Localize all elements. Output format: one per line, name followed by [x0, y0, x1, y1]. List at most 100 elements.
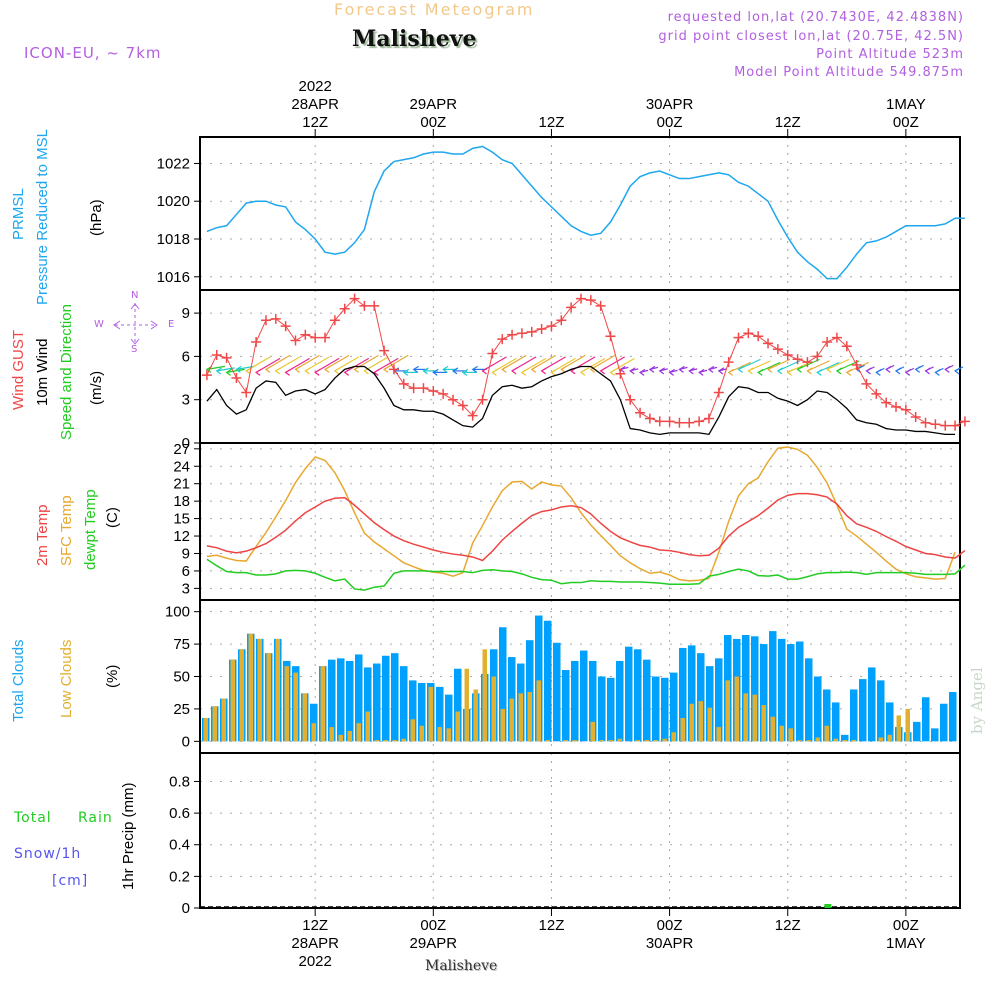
top-time-label: 00Z: [420, 114, 446, 131]
total-cloud-bar: [643, 659, 651, 742]
clouds-ytick-label: 25: [173, 701, 190, 718]
top-time-label: 12Z: [539, 114, 565, 131]
precip-ytick-label: 0.6: [169, 805, 190, 822]
gust-marker: [201, 370, 212, 381]
total-cloud-bar: [454, 668, 462, 742]
wind-arrow-head: [717, 367, 725, 375]
low-cloud-bar: [257, 638, 262, 742]
gust-marker: [388, 364, 399, 375]
total-cloud-bar: [373, 663, 381, 742]
wind-arrow-head: [776, 367, 784, 375]
total-cloud-bar: [346, 660, 354, 742]
wind-arrow-head: [314, 368, 321, 376]
low-cloud-bar: [617, 738, 622, 742]
model-point-altitude: Model Point Altitude 549.875m: [734, 65, 964, 80]
gust-marker: [635, 407, 646, 418]
clouds-ytick-label: 0: [182, 733, 190, 750]
low-cloud-bar: [311, 723, 316, 742]
low-cloud-bar: [752, 694, 757, 742]
gust-marker: [674, 417, 685, 428]
gust-marker: [566, 302, 577, 313]
gust-marker: [950, 420, 961, 431]
wind-arrow-head: [609, 368, 616, 376]
gust-marker: [487, 348, 498, 359]
low-cloud-bar: [230, 659, 235, 742]
gust-marker: [625, 394, 636, 405]
wind-arrow-head: [954, 367, 961, 375]
clouds-ytick-label: 100: [165, 604, 190, 621]
total-cloud-bar: [562, 670, 570, 742]
low-cloud-bar: [734, 676, 739, 742]
gust-marker: [654, 416, 665, 427]
low-cloud-bar: [401, 738, 406, 742]
wind-arrow-head: [481, 367, 488, 375]
low-cloud-bar: [491, 676, 496, 742]
precip-ytick-label: 0.8: [169, 773, 190, 790]
low-cloud-bar: [671, 732, 676, 742]
low-cloud-bar: [428, 686, 433, 742]
low-cloud-bar: [329, 727, 334, 742]
wind-10m-line: [206, 365, 956, 436]
low-cloud-bar: [419, 725, 424, 742]
low-cloud-bar: [365, 711, 370, 742]
gust-marker: [841, 341, 852, 352]
low-cloud-bar: [725, 680, 730, 742]
low-cloud-bar: [563, 740, 568, 742]
compass-w: W: [94, 319, 104, 330]
total-cloud-bar: [328, 659, 336, 742]
low-cloud-bar: [788, 728, 793, 742]
wind-arrow-head: [520, 368, 528, 376]
gust-marker: [418, 383, 429, 394]
total-cloud-bar: [931, 728, 939, 742]
temp-ytick-label: 15: [173, 511, 190, 528]
gust-marker: [575, 293, 586, 304]
total-cloud-bar: [598, 676, 606, 742]
gust-marker: [723, 357, 734, 368]
gust-marker: [320, 332, 331, 343]
top-time-label: 00Z: [657, 114, 683, 131]
bottom-time-label: 12Z: [539, 917, 565, 934]
precip-frame: [199, 752, 961, 909]
gust-marker: [408, 383, 419, 394]
total-cloud-bar: [868, 667, 876, 742]
low-cloud-bar: [212, 706, 217, 742]
wind-arrow-head: [333, 367, 341, 375]
bottom-time-label: 28APR: [291, 935, 339, 952]
low-cloud-bar: [473, 689, 478, 742]
wind-arrow-head: [826, 365, 833, 373]
total-cloud-bar: [616, 660, 624, 742]
wind-ytick-label: 3: [182, 392, 190, 409]
low-cloud-bar: [842, 740, 847, 742]
gust-marker: [831, 332, 842, 343]
wind-arrow-head: [530, 365, 538, 373]
total-cloud-bar: [364, 667, 372, 742]
wind-arrow-head: [668, 368, 675, 376]
low-cloud-bar: [509, 698, 514, 742]
wind-arrow-head: [383, 365, 390, 373]
total-cloud-bar: [877, 680, 885, 742]
low-cloud-bar: [320, 666, 325, 742]
gust-marker: [703, 413, 714, 424]
wind-arrow-head: [599, 367, 606, 375]
total-cloud-bar: [400, 666, 408, 742]
location-title: Malisheve: [352, 26, 477, 52]
gust-marker: [822, 336, 833, 347]
low-cloud-bar: [878, 737, 883, 742]
gust-marker: [930, 419, 941, 430]
low-cloud-bar: [239, 649, 244, 742]
low-cloud-bar: [887, 734, 892, 742]
total-cloud-bar: [778, 638, 786, 742]
wind-arrow-head: [235, 365, 242, 373]
wind-arrow-head: [284, 368, 291, 376]
low-cloud-bar: [824, 725, 829, 742]
wind-arrow-head: [885, 365, 892, 373]
gust-marker: [851, 360, 862, 371]
low-cloud-bar: [545, 740, 550, 742]
wind-arrow-head: [934, 368, 941, 376]
gust-marker: [733, 332, 744, 343]
wind-arrow-head: [323, 365, 331, 373]
grid-point-coords: grid point closest lon,lat (20.75E, 42.5…: [658, 29, 964, 44]
pressure-line: [206, 145, 965, 280]
low-cloud-bar: [833, 738, 838, 742]
wind-arrow-head: [648, 365, 656, 373]
